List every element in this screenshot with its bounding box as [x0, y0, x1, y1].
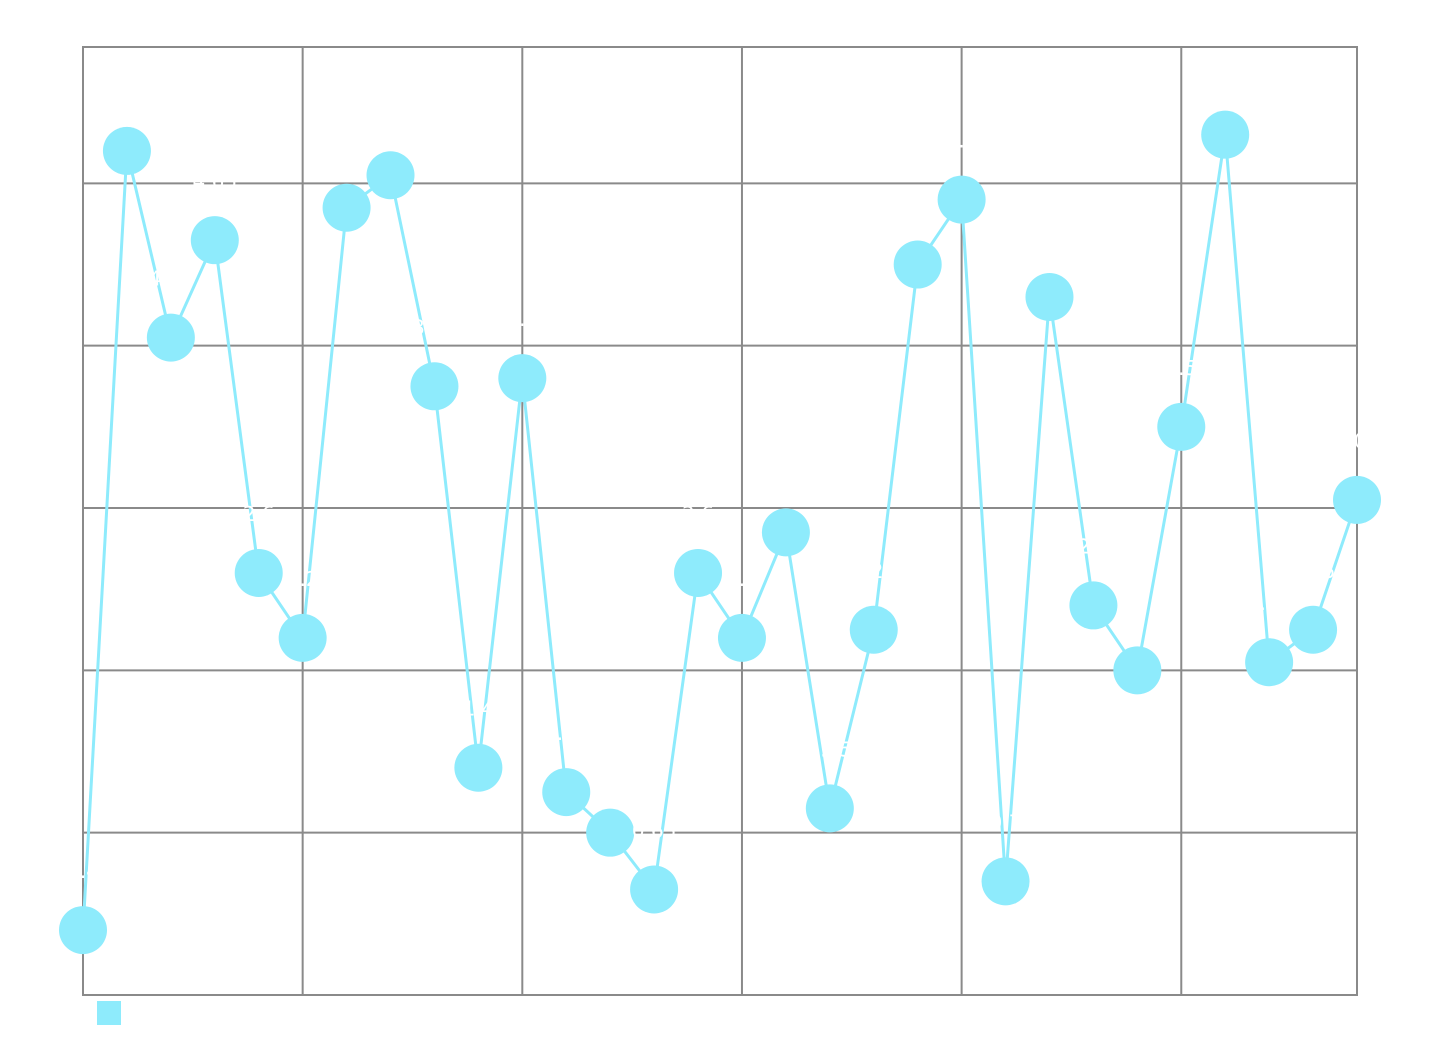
data-label-13: 1 [604, 762, 617, 786]
data-label-24: 2.4 [1078, 534, 1110, 558]
data-label-8: 5.05 [368, 104, 413, 128]
data-label-25: 2 [1131, 599, 1144, 623]
data-point-6 [278, 613, 327, 662]
data-label-23: 4.3 [1034, 226, 1066, 250]
data-point-22 [981, 857, 1030, 906]
series-line-1 [81, 134, 1359, 931]
data-label-15: 2.6 [682, 502, 714, 526]
data-label-30: 3.05 [1335, 429, 1380, 453]
data-point-15 [674, 548, 723, 597]
data-point-30 [1333, 475, 1381, 524]
data-label-1: 0.4 [67, 859, 99, 883]
data-point-13 [586, 808, 635, 857]
data-label-21: 4.9 [946, 129, 978, 153]
data-point-20 [893, 240, 942, 289]
data-label-10: 1.4 [462, 697, 494, 721]
data-label-18: 1.15 [808, 737, 853, 761]
data-point-3 [146, 313, 195, 362]
data-point-25 [1113, 646, 1162, 695]
data-point-27 [1201, 110, 1250, 159]
data-label-7: 4.85 [324, 137, 369, 161]
data-label-14: 0.65 [632, 818, 677, 842]
data-point-11 [498, 354, 547, 403]
data-point-29 [1289, 605, 1338, 654]
data-label-4: 4.65 [193, 169, 238, 193]
data-point-23 [1025, 272, 1074, 321]
data-point-28 [1245, 638, 1294, 687]
data-point-2 [102, 126, 151, 175]
data-label-20: 4.5 [902, 194, 934, 218]
data-point-24 [1069, 581, 1118, 630]
data-point-18 [805, 784, 854, 833]
data-point-17 [761, 508, 810, 557]
data-point-4 [190, 216, 239, 265]
data-label-28: 2.05 [1247, 591, 1292, 615]
data-label-12: 1.25 [544, 721, 589, 745]
data-point-5 [234, 548, 283, 597]
data-label-16: 2.2 [726, 567, 758, 591]
series-layer: 0.4 5.2 4.05 4.65 2.6 2.2 4.85 5.05 3.75 1.4 3.8 1.… [59, 64, 1381, 955]
data-label-29: 2.25 [1291, 559, 1336, 583]
data-label-11: 3.8 [506, 307, 538, 331]
data-label-5: 2.6 [243, 502, 275, 526]
data-point-1 [59, 906, 107, 955]
data-label-6: 2.2 [287, 567, 319, 591]
data-label-27: 5.3 [1209, 64, 1241, 88]
data-point-19 [849, 605, 898, 654]
data-point-12 [542, 768, 591, 817]
legend [97, 1001, 121, 1025]
data-label-22: 0.7 [990, 810, 1022, 834]
data-label-3: 4.05 [149, 267, 194, 291]
data-label-2: 5.2 [111, 80, 143, 104]
data-label-17: 2.85 [764, 461, 809, 485]
data-label-9: 3.75 [412, 315, 457, 339]
data-point-8 [366, 151, 415, 200]
legend-swatch-1 [97, 1001, 121, 1025]
data-point-21 [937, 175, 986, 224]
data-point-10 [454, 743, 503, 792]
data-point-7 [322, 183, 371, 232]
data-point-16 [717, 613, 766, 662]
data-point-9 [410, 362, 459, 411]
data-label-26: 3.5 [1165, 356, 1197, 380]
data-label-19: 2.25 [851, 559, 896, 583]
data-point-14 [630, 865, 679, 914]
data-point-26 [1157, 402, 1206, 451]
